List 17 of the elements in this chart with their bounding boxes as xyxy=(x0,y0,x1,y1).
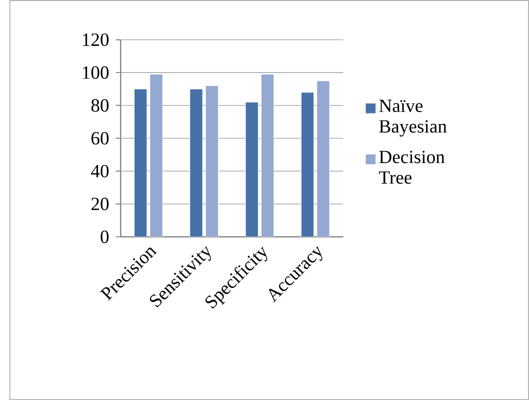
bar xyxy=(150,74,163,237)
y-tick-label: 60 xyxy=(91,132,109,145)
bar xyxy=(205,85,219,237)
bar xyxy=(190,88,203,237)
y-tick-label: 80 xyxy=(91,99,109,112)
y-tick-label: 0 xyxy=(100,230,109,244)
legend-label: Decision Tree xyxy=(379,150,445,184)
legend-label: Naïve Bayesian xyxy=(379,100,447,136)
bar xyxy=(260,74,274,237)
y-tick-label: 100 xyxy=(82,66,109,79)
y-tick-label: 40 xyxy=(91,164,109,178)
y-tick-label: 20 xyxy=(91,198,109,210)
bar xyxy=(300,92,314,237)
bar xyxy=(134,88,148,237)
y-tick-label: 120 xyxy=(82,33,109,46)
bar xyxy=(316,80,330,237)
bar xyxy=(245,102,259,237)
